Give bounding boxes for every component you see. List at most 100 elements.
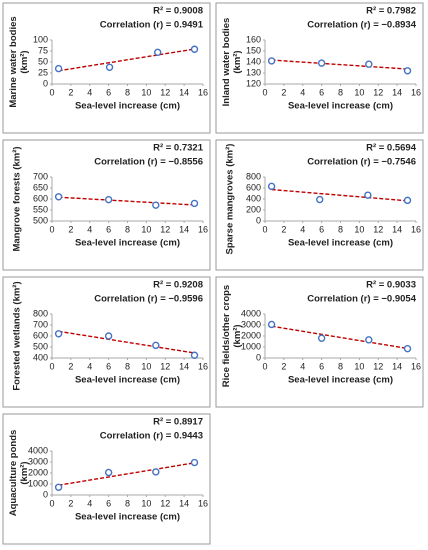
x-axis-label: Sea-level increase (cm) (75, 238, 180, 249)
y-tick-label: 700 (33, 171, 48, 181)
panel-border (2, 276, 211, 408)
x-tick-label: 14 (179, 361, 189, 371)
x-tick-label: 10 (354, 361, 364, 371)
x-tick-label: 0 (49, 224, 54, 234)
x-tick-label: 6 (106, 361, 111, 371)
x-tick-label: 0 (49, 87, 54, 97)
y-tick-label: 4000 (28, 445, 48, 455)
panel: R² = 0.9008 Correlation (r) = 0.9491 02550… (2, 2, 211, 134)
x-tick-label: 16 (411, 361, 421, 371)
data-point (317, 334, 326, 342)
y-tick-label: 0 (256, 215, 261, 225)
annotation: Correlation (r) = −0.9054 (307, 294, 416, 305)
x-tick-label: 12 (160, 224, 170, 234)
y-tick-label: 550 (33, 204, 48, 214)
data-point (152, 341, 160, 350)
x-tick-label: 8 (338, 361, 343, 371)
annotation: R² = 0.9208 (153, 280, 203, 291)
y-tick-label: 200 (246, 204, 261, 214)
data-point (104, 332, 113, 340)
x-tick-label: 16 (198, 498, 208, 508)
x-tick-label: 2 (68, 87, 73, 97)
x-tick-label: 10 (141, 498, 151, 508)
y-tick-label: 400 (33, 352, 48, 362)
annotation: Correlation (r) = 0.9491 (100, 20, 204, 31)
data-point (403, 196, 412, 205)
data-point (190, 351, 199, 359)
x-tick-label: 12 (373, 224, 383, 234)
y-axis-label: (km²) (232, 324, 243, 347)
y-axis-label: Mangrove forests (km²) (12, 146, 23, 251)
trendline (58, 330, 195, 354)
data-point (152, 468, 160, 476)
x-tick-label: 4 (300, 361, 305, 371)
data-point (190, 199, 199, 208)
annotation: Correlation (r) = 0.9443 (100, 431, 203, 442)
y-tick-label: 2000 (241, 330, 261, 340)
y-tick-label: 600 (33, 193, 48, 203)
x-tick-label: 4 (87, 224, 92, 234)
x-tick-label: 10 (141, 361, 151, 371)
x-tick-label: 4 (87, 361, 92, 371)
x-tick-label: 12 (160, 498, 170, 508)
x-tick-label: 0 (49, 498, 54, 508)
y-axis-label: Marine water bodies (8, 16, 19, 107)
data-point (403, 344, 412, 353)
trendline (271, 325, 408, 350)
data-point (190, 45, 199, 53)
x-tick-label: 10 (141, 87, 151, 97)
x-axis-label: Sea-level increase (cm) (75, 512, 180, 523)
y-tick-label: 400 (246, 193, 261, 203)
y-tick-label: 25 (38, 67, 48, 77)
x-tick-label: 10 (354, 87, 364, 97)
y-axis-label: (km²) (19, 461, 30, 484)
data-point (365, 60, 373, 68)
data-point (317, 59, 326, 67)
annotation: Correlation (r) = −0.9596 (94, 294, 203, 305)
x-tick-label: 12 (160, 87, 170, 97)
x-tick-label: 2 (281, 361, 286, 371)
y-axis-label: Inland water bodies (221, 18, 232, 107)
x-tick-label: 2 (68, 361, 73, 371)
x-tick-label: 4 (300, 224, 305, 234)
data-point (267, 57, 276, 65)
x-tick-label: 12 (160, 361, 170, 371)
y-tick-label: 600 (246, 182, 261, 192)
x-axis-label: Sea-level increase (cm) (288, 238, 393, 249)
x-axis-label: Sea-level increase (cm) (288, 101, 393, 112)
data-point (364, 191, 372, 199)
x-tick-label: 8 (125, 361, 130, 371)
data-point (153, 48, 162, 57)
x-tick-label: 0 (49, 361, 54, 371)
annotation: R² = 0.8917 (153, 417, 203, 428)
data-point (267, 182, 276, 191)
y-tick-label: 600 (33, 330, 48, 340)
annotation: Correlation (r) = −0.7546 (307, 157, 416, 168)
annotation: R² = 0.5694 (366, 143, 417, 154)
y-tick-label: 1000 (28, 478, 48, 488)
y-tick-label: 2000 (28, 467, 48, 477)
y-tick-label: 0 (43, 489, 48, 499)
data-point (190, 458, 199, 467)
y-tick-label: 75 (38, 45, 48, 55)
x-tick-label: 8 (125, 87, 130, 97)
x-tick-label: 14 (179, 87, 189, 97)
data-point (403, 67, 412, 75)
y-tick-label: 0 (43, 78, 48, 88)
y-axis-label: Aquaculture ponds (8, 430, 19, 517)
y-tick-label: 150 (246, 45, 261, 55)
y-axis-label: Rice fields/other crops (221, 285, 232, 387)
trendline (58, 462, 195, 486)
panel: R² = 0.8917 Correlation (r) = 0.9443 01000… (2, 413, 211, 545)
x-axis-label: Sea-level increase (cm) (288, 375, 393, 386)
data-point (54, 193, 63, 201)
data-point (104, 195, 113, 204)
y-tick-label: 140 (246, 56, 261, 66)
data-point (316, 195, 324, 204)
x-tick-label: 6 (106, 498, 111, 508)
annotation: R² = 0.9008 (153, 6, 203, 17)
x-tick-label: 6 (319, 224, 324, 234)
x-tick-label: 2 (281, 87, 286, 97)
